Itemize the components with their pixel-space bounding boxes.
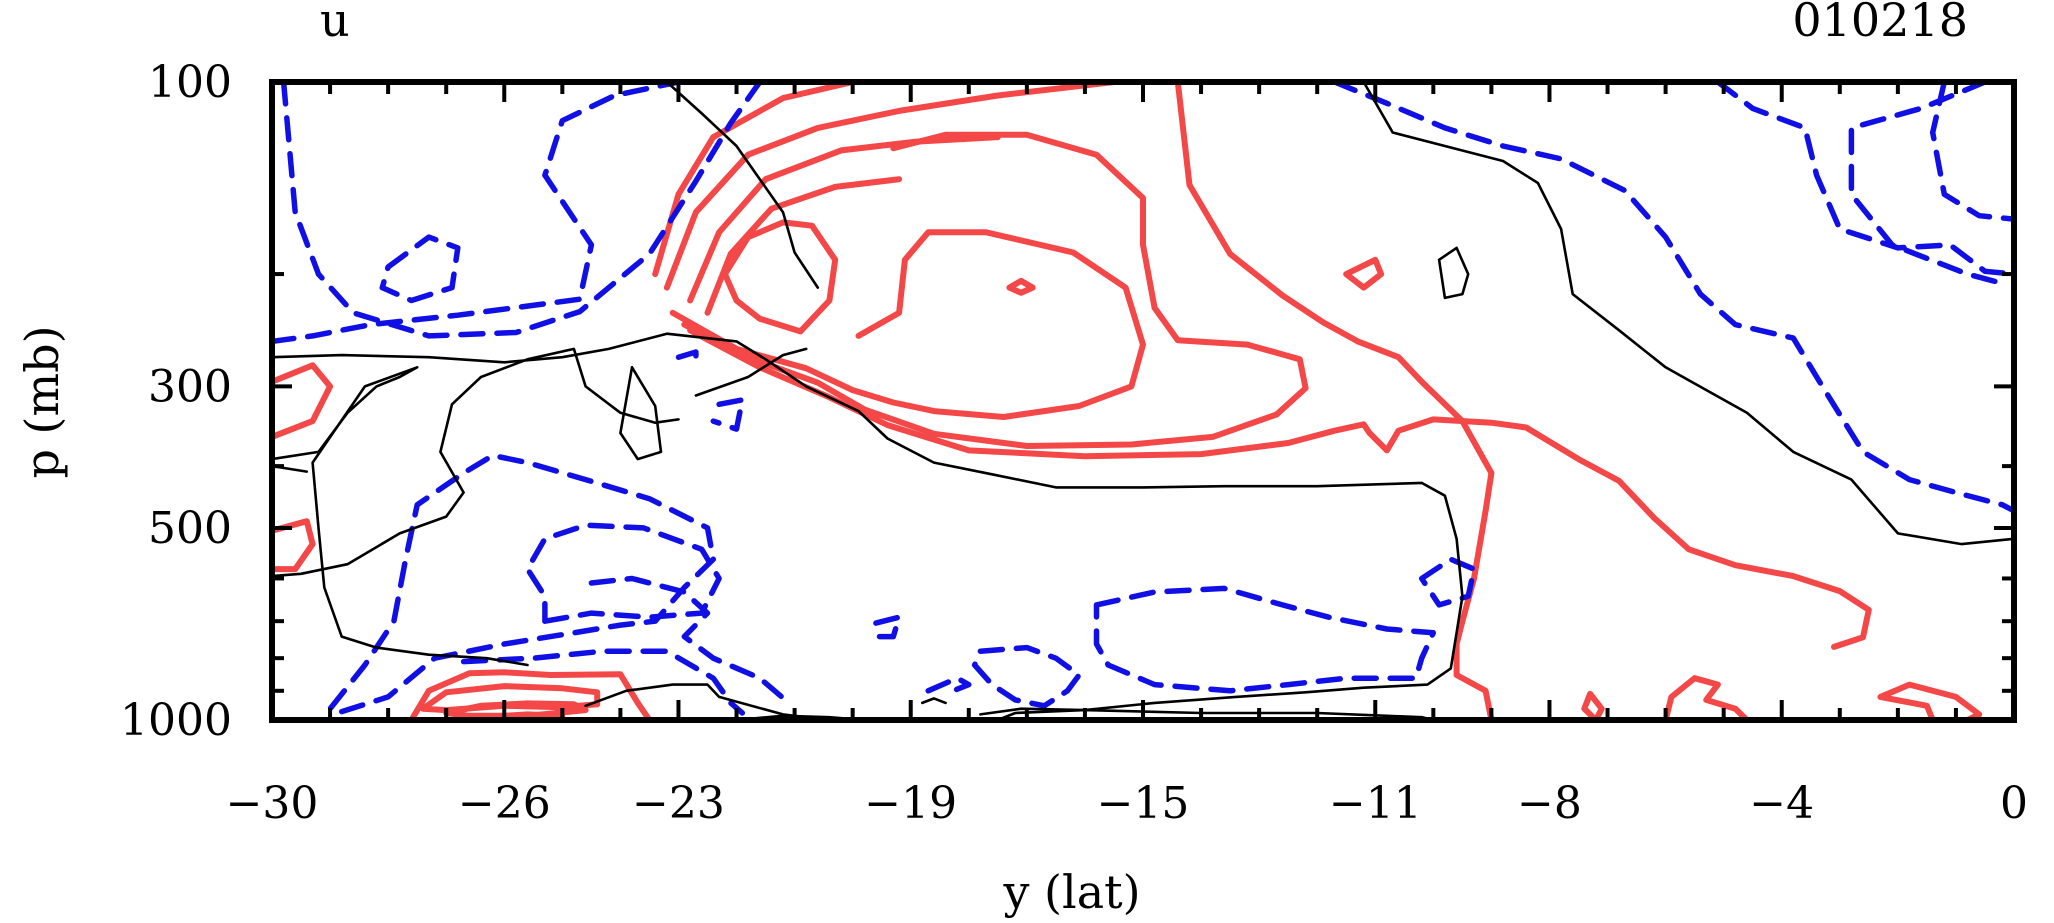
negative-contours bbox=[272, 82, 2014, 716]
y-tick-label: 100 bbox=[148, 57, 232, 108]
positive-contour-13 bbox=[272, 518, 316, 573]
positive-contour-5 bbox=[721, 219, 839, 335]
negative-contour-16 bbox=[1715, 82, 2014, 277]
zero-contour-6 bbox=[694, 347, 808, 397]
zero-contour-7 bbox=[584, 683, 831, 720]
plot-frame bbox=[269, 79, 2017, 723]
negative-contour-4 bbox=[327, 452, 717, 715]
positive-contour-12 bbox=[272, 362, 334, 440]
zero-contour-11 bbox=[1437, 246, 1470, 300]
x-tick-label: −30 bbox=[226, 778, 319, 829]
positive-contour-6 bbox=[669, 229, 1146, 420]
y-tick-label: 1000 bbox=[120, 695, 232, 746]
positive-contour-9 bbox=[1174, 82, 1495, 720]
chart-title-left: u bbox=[320, 0, 350, 47]
x-tick-label: −26 bbox=[458, 778, 551, 829]
zero-contour-1 bbox=[665, 82, 820, 289]
x-tick-label: −11 bbox=[1329, 778, 1422, 829]
positive-contour-19 bbox=[1662, 675, 1750, 720]
zero-contour-3 bbox=[272, 365, 529, 667]
negative-contour-17 bbox=[1848, 82, 2011, 288]
negative-contour-9 bbox=[675, 349, 699, 371]
negative-contour-5 bbox=[460, 648, 746, 716]
positive-contour-2 bbox=[663, 82, 1117, 291]
positive-contour-8 bbox=[687, 327, 1872, 650]
chart-title-right: 010218 bbox=[1792, 0, 1968, 47]
y-axis-label: p (mb) bbox=[15, 325, 69, 478]
positive-contour-3 bbox=[687, 134, 1001, 304]
x-tick-label: −15 bbox=[1097, 778, 1190, 829]
negative-contour-6 bbox=[524, 522, 722, 624]
positive-contour-11 bbox=[1006, 277, 1036, 296]
zero-contour-12 bbox=[1362, 82, 2014, 546]
x-tick-label: 0 bbox=[2000, 778, 2028, 829]
negative-contour-11 bbox=[971, 644, 1082, 709]
zero-contours bbox=[272, 82, 2014, 720]
zero-contour-10 bbox=[920, 697, 947, 705]
y-tick-label: 500 bbox=[148, 503, 232, 554]
x-tick-label: −23 bbox=[632, 778, 725, 829]
y-tick-label: 300 bbox=[148, 361, 232, 412]
negative-contour-8 bbox=[710, 397, 746, 432]
positive-contour-10 bbox=[1343, 256, 1385, 291]
positive-contour-7 bbox=[681, 131, 1309, 449]
zero-contour-2 bbox=[272, 332, 1464, 720]
negative-contour-13 bbox=[1418, 556, 1477, 608]
negative-contour-1 bbox=[280, 82, 763, 339]
negative-contour-3 bbox=[379, 234, 461, 304]
x-tick-label: −4 bbox=[1749, 778, 1814, 829]
x-axis-label: y (lat) bbox=[1002, 865, 1140, 919]
positive-contour-20 bbox=[1877, 681, 1983, 720]
negative-contour-7 bbox=[588, 575, 792, 706]
negative-contour-18 bbox=[1929, 82, 2014, 222]
negative-contour-2 bbox=[272, 82, 682, 345]
negative-contour-14 bbox=[925, 675, 972, 697]
contour-layer bbox=[272, 82, 2014, 720]
positive-contour-18 bbox=[1581, 690, 1605, 720]
tick-marks bbox=[270, 80, 2016, 722]
positive-contours bbox=[272, 82, 1983, 720]
x-tick-label: −8 bbox=[1517, 778, 1582, 829]
x-tick-labels: −30 −26 −23 −19 −15 −11 −8 −4 0 bbox=[226, 778, 2028, 829]
negative-contour-15 bbox=[1331, 82, 2014, 514]
x-tick-label: −19 bbox=[864, 778, 957, 829]
zero-contour-13 bbox=[619, 365, 663, 461]
negative-contour-12 bbox=[1093, 585, 1437, 694]
positive-contour-14 bbox=[408, 669, 653, 720]
negative-contour-10 bbox=[873, 614, 902, 640]
zero-contour-5 bbox=[272, 347, 680, 578]
y-tick-labels: 100 300 500 1000 bbox=[120, 57, 232, 746]
